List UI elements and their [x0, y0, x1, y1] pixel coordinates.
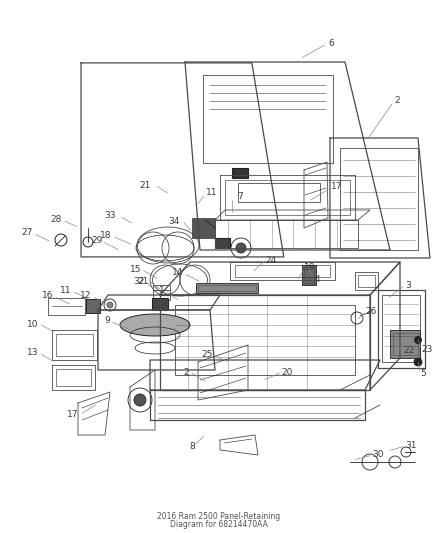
Text: 6: 6 [328, 39, 334, 48]
Text: 2: 2 [184, 368, 189, 376]
Text: 20: 20 [281, 368, 293, 376]
Bar [86, 299, 100, 313]
Bar [355, 272, 378, 290]
Bar [56, 369, 91, 386]
Text: 27: 27 [21, 229, 33, 237]
Text: 5: 5 [420, 369, 426, 377]
Text: 22: 22 [404, 346, 415, 355]
Text: 2016 Ram 2500 Panel-Retaining: 2016 Ram 2500 Panel-Retaining [157, 512, 281, 521]
Bar [304, 267, 314, 283]
Text: 10: 10 [27, 320, 39, 328]
Text: 24: 24 [265, 256, 276, 264]
Bar [230, 262, 335, 280]
Text: 11: 11 [206, 189, 217, 197]
Bar [358, 275, 375, 287]
Text: 9: 9 [105, 317, 110, 325]
Text: 7: 7 [237, 192, 243, 200]
Text: 34: 34 [168, 217, 180, 225]
Circle shape [414, 358, 422, 366]
Circle shape [236, 243, 246, 253]
Text: 8: 8 [189, 442, 195, 451]
Circle shape [414, 336, 421, 343]
Text: 17: 17 [67, 410, 79, 419]
Bar [302, 265, 316, 285]
Text: 29: 29 [92, 237, 103, 245]
Text: 13: 13 [27, 349, 39, 357]
Text: 23: 23 [421, 345, 433, 353]
Bar [390, 330, 420, 358]
Bar [215, 238, 230, 248]
Text: 33: 33 [105, 212, 116, 220]
Ellipse shape [120, 314, 190, 336]
Bar [152, 298, 168, 310]
Text: 18: 18 [100, 231, 112, 240]
Bar [175, 305, 355, 375]
Text: 19: 19 [304, 263, 316, 272]
Bar [340, 148, 418, 250]
Bar [393, 333, 418, 355]
Text: 21: 21 [138, 277, 149, 286]
Circle shape [107, 302, 113, 308]
Text: 26: 26 [366, 308, 377, 316]
Text: Diagram for 68214470AA: Diagram for 68214470AA [170, 520, 268, 529]
Text: 31: 31 [405, 441, 417, 449]
Text: 21: 21 [140, 181, 151, 190]
Text: 1: 1 [159, 286, 164, 295]
Bar [48, 298, 85, 315]
Bar [235, 265, 330, 277]
Text: 28: 28 [51, 215, 62, 224]
Bar [153, 285, 170, 300]
Text: 14: 14 [172, 269, 183, 277]
Text: 32: 32 [133, 277, 145, 286]
Text: 3: 3 [405, 281, 411, 289]
Text: 25: 25 [201, 350, 212, 359]
Bar [196, 283, 258, 293]
Bar [382, 295, 420, 362]
Bar [198, 285, 256, 291]
Bar [238, 183, 320, 202]
Bar [56, 334, 93, 356]
Text: 16: 16 [42, 292, 53, 300]
Text: 11: 11 [60, 286, 71, 295]
Text: 12: 12 [80, 292, 91, 300]
Bar [225, 180, 350, 215]
Text: 15: 15 [130, 265, 141, 273]
Text: 4: 4 [314, 276, 320, 284]
Bar [232, 168, 248, 178]
Text: 30: 30 [372, 450, 384, 458]
Text: 2: 2 [394, 96, 400, 104]
Bar [192, 218, 215, 238]
Text: 17: 17 [331, 182, 343, 191]
Circle shape [134, 394, 146, 406]
